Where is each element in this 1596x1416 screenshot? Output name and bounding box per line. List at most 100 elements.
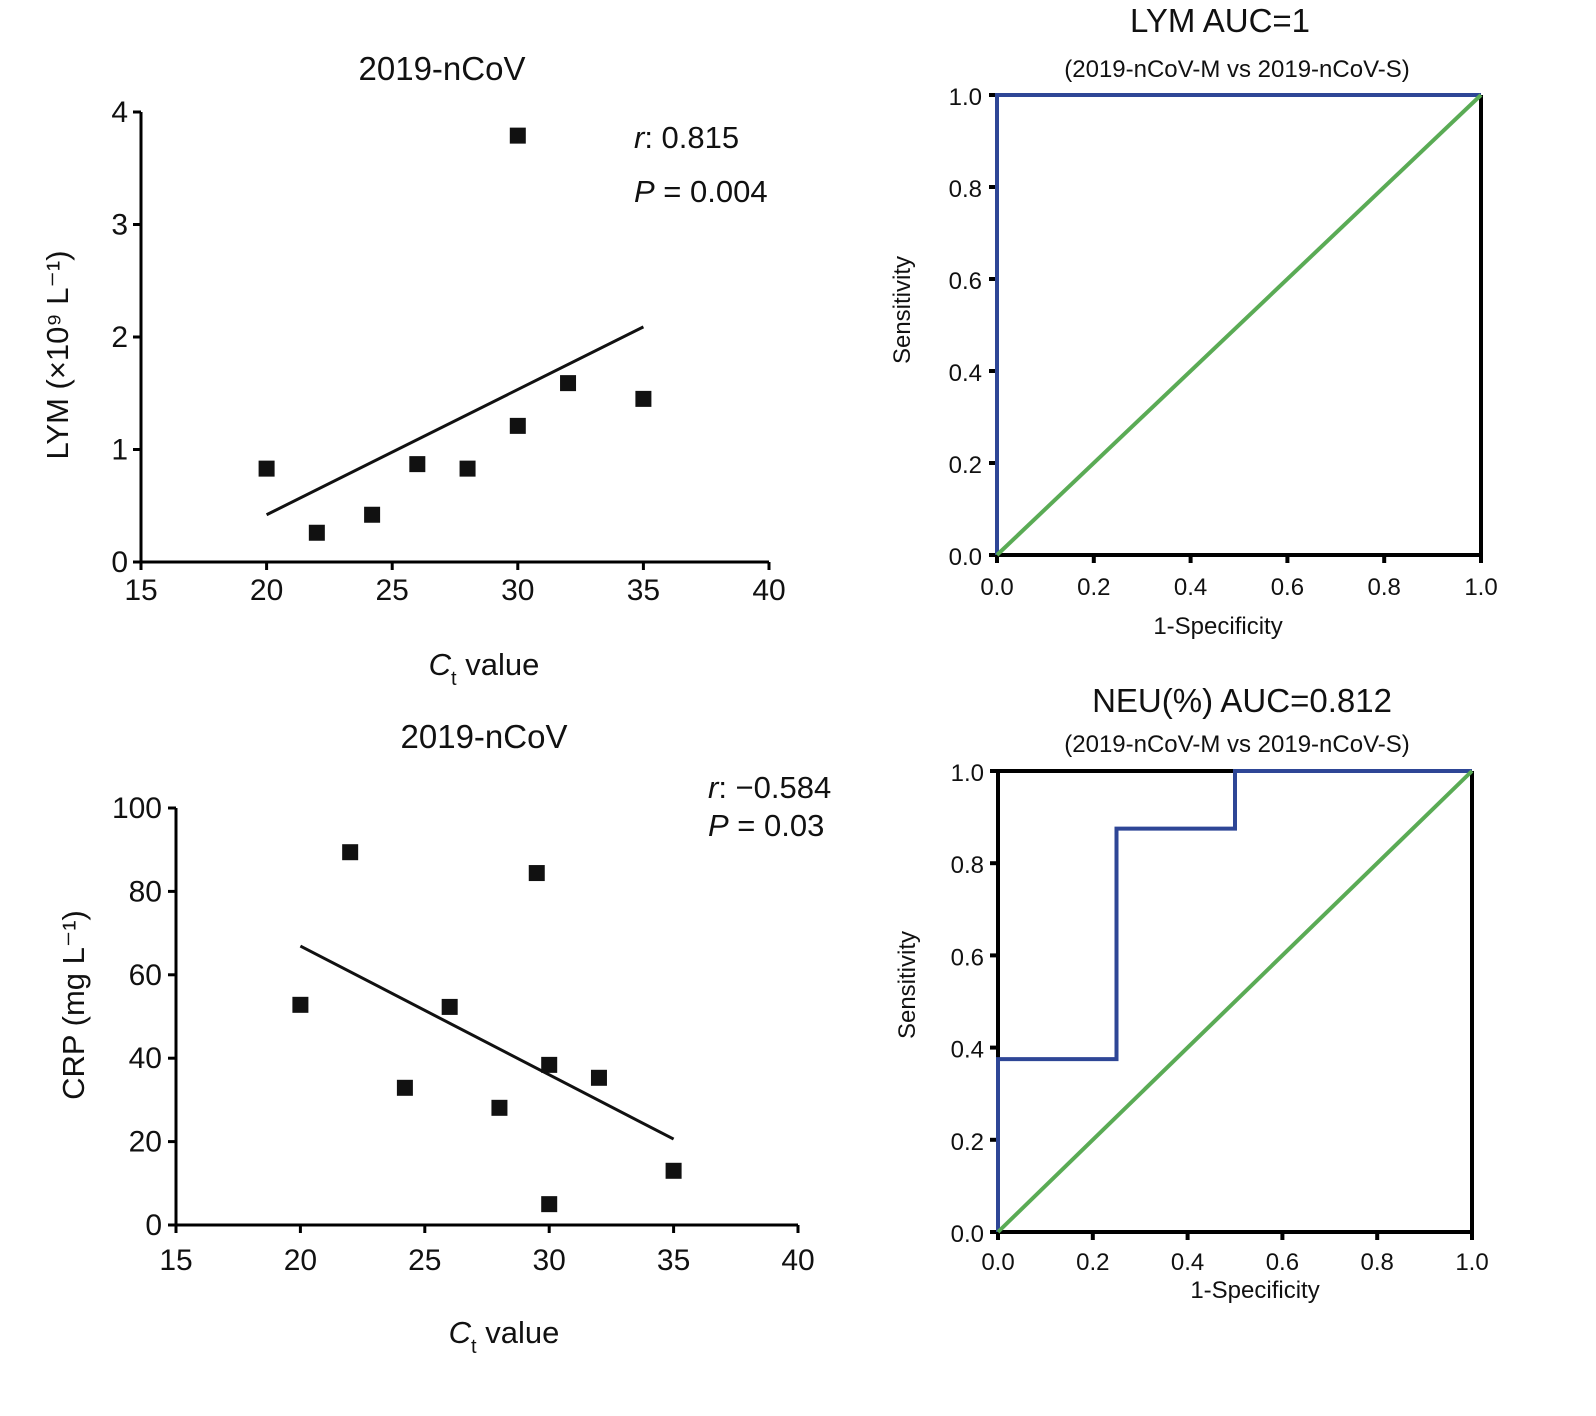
x-tick-label: 1.0 (1464, 574, 1497, 601)
panel-lym-scatter: 2019-nCoV LYM (×10⁹ L⁻¹) Ct value r: 0.8… (40, 50, 786, 690)
data-point (342, 844, 359, 861)
y-tick-label: 0.0 (949, 544, 982, 571)
x-tick-label: 35 (627, 574, 660, 607)
stat-p-value: = 0.004 (655, 174, 768, 209)
y-tick-label: 4 (111, 96, 128, 129)
y-tick-label: 3 (111, 209, 128, 242)
stat-r-value: : −0.584 (718, 770, 831, 805)
stat-p: P = 0.004 (634, 174, 768, 209)
x-axis-label-rest: value (477, 1315, 560, 1350)
x-tick-label: 20 (284, 1244, 317, 1277)
data-point (491, 1099, 508, 1116)
data-point (459, 460, 476, 477)
y-tick-label: 0.4 (949, 360, 982, 387)
y-tick-label: 0.8 (949, 176, 982, 203)
reference-diagonal (995, 93, 1483, 557)
y-tick-label: 0.2 (949, 452, 982, 479)
x-tick-label: 0.0 (980, 574, 1013, 601)
x-tick-label: 0.6 (1266, 1249, 1299, 1276)
x-tick-label: 0.8 (1361, 1249, 1394, 1276)
x-axis-label: Ct value (449, 1315, 560, 1358)
x-axis-label: 1-Specificity (1153, 613, 1282, 640)
y-axis-label: CRP (mg L⁻¹) (56, 910, 91, 1100)
data-point (635, 390, 652, 407)
stat-r: r: −0.584 (708, 770, 831, 805)
x-tick-label: 0.2 (1076, 1249, 1109, 1276)
stat-r-label: r (634, 120, 646, 155)
data-point (292, 996, 309, 1013)
x-tick-label: 0.4 (1171, 1249, 1204, 1276)
x-tick-label: 25 (376, 574, 409, 607)
y-tick-label: 100 (112, 792, 162, 825)
data-point (665, 1162, 682, 1179)
regression-line (265, 325, 645, 517)
x-tick-label: 15 (124, 574, 157, 607)
x-tick-label: 0.2 (1077, 574, 1110, 601)
y-tick-label: 0.0 (951, 1221, 984, 1248)
x-tick-label: 35 (657, 1244, 690, 1277)
data-point (441, 998, 458, 1015)
stat-p: P = 0.03 (708, 808, 824, 843)
x-axis-label-subscript: t (451, 668, 457, 690)
x-tick-label: 40 (752, 574, 785, 607)
x-axis-label-rest: value (457, 647, 540, 682)
data-point (541, 1056, 558, 1073)
panel-crp-scatter: 2019-nCoV CRP (mg L⁻¹) Ct value r: −0.58… (56, 718, 831, 1358)
chart-title: 2019-nCoV (359, 50, 526, 87)
x-axis-label-main: C (449, 1315, 472, 1350)
y-tick-label: 0.2 (951, 1129, 984, 1156)
roc-curve (996, 769, 1472, 1232)
chart-title: LYM AUC=1 (1130, 2, 1310, 39)
x-axis-label: Ct value (429, 647, 540, 690)
stat-r-value: : 0.815 (644, 120, 739, 155)
y-tick-label: 0.4 (951, 1037, 984, 1064)
data-point (308, 524, 325, 541)
chart-subtitle: (2019-nCoV-M vs 2019-nCoV-S) (1064, 56, 1410, 83)
data-point (541, 1196, 558, 1213)
stat-r: r: 0.815 (634, 120, 739, 155)
x-tick-label: 15 (159, 1244, 192, 1277)
y-axis-label: LYM (×10⁹ L⁻¹) (40, 250, 75, 459)
data-point (509, 127, 526, 144)
y-tick-label: 60 (129, 959, 162, 992)
y-tick-label: 1.0 (949, 84, 982, 111)
x-axis-label-subscript: t (471, 1336, 477, 1358)
stat-p-label: P (708, 808, 729, 843)
y-tick-label: 40 (129, 1042, 162, 1075)
reference-diagonal (996, 769, 1474, 1234)
data-point (528, 865, 545, 882)
y-tick-label: 1 (111, 434, 128, 467)
chart-subtitle: (2019-nCoV-M vs 2019-nCoV-S) (1064, 731, 1410, 758)
stat-r-label: r (708, 770, 720, 805)
chart-title: NEU(%) AUC=0.812 (1092, 682, 1392, 719)
x-axis-label-main: C (429, 647, 452, 682)
data-point (509, 417, 526, 434)
panel-lym-roc: LYM AUC=1 (2019-nCoV-M vs 2019-nCoV-S) S… (889, 2, 1498, 640)
data-point (364, 506, 381, 523)
x-tick-label: 40 (781, 1244, 814, 1277)
data-point (396, 1079, 413, 1096)
y-tick-label: 0 (111, 546, 128, 579)
y-tick-label: 0.6 (951, 944, 984, 971)
y-tick-label: 0.6 (949, 268, 982, 295)
x-tick-label: 0.6 (1271, 574, 1304, 601)
x-axis-label: 1-Specificity (1190, 1277, 1319, 1304)
x-tick-label: 25 (408, 1244, 441, 1277)
data-point (590, 1069, 607, 1086)
x-tick-label: 0.8 (1368, 574, 1401, 601)
x-tick-label: 0.0 (981, 1249, 1014, 1276)
y-tick-label: 0.8 (951, 852, 984, 879)
y-axis-label: Sensitivity (889, 256, 916, 364)
data-point (258, 460, 275, 477)
roc-curve (995, 93, 1481, 555)
data-point (560, 375, 577, 392)
chart-title: 2019-nCoV (401, 718, 568, 755)
stat-p-value: = 0.03 (729, 808, 825, 843)
y-tick-label: 20 (129, 1126, 162, 1159)
regression-line (299, 944, 675, 1141)
y-tick-label: 80 (129, 875, 162, 908)
y-tick-label: 2 (111, 321, 128, 354)
data-point (409, 456, 426, 473)
panel-neu-roc: NEU(%) AUC=0.812 (2019-nCoV-M vs 2019-nC… (894, 682, 1489, 1304)
